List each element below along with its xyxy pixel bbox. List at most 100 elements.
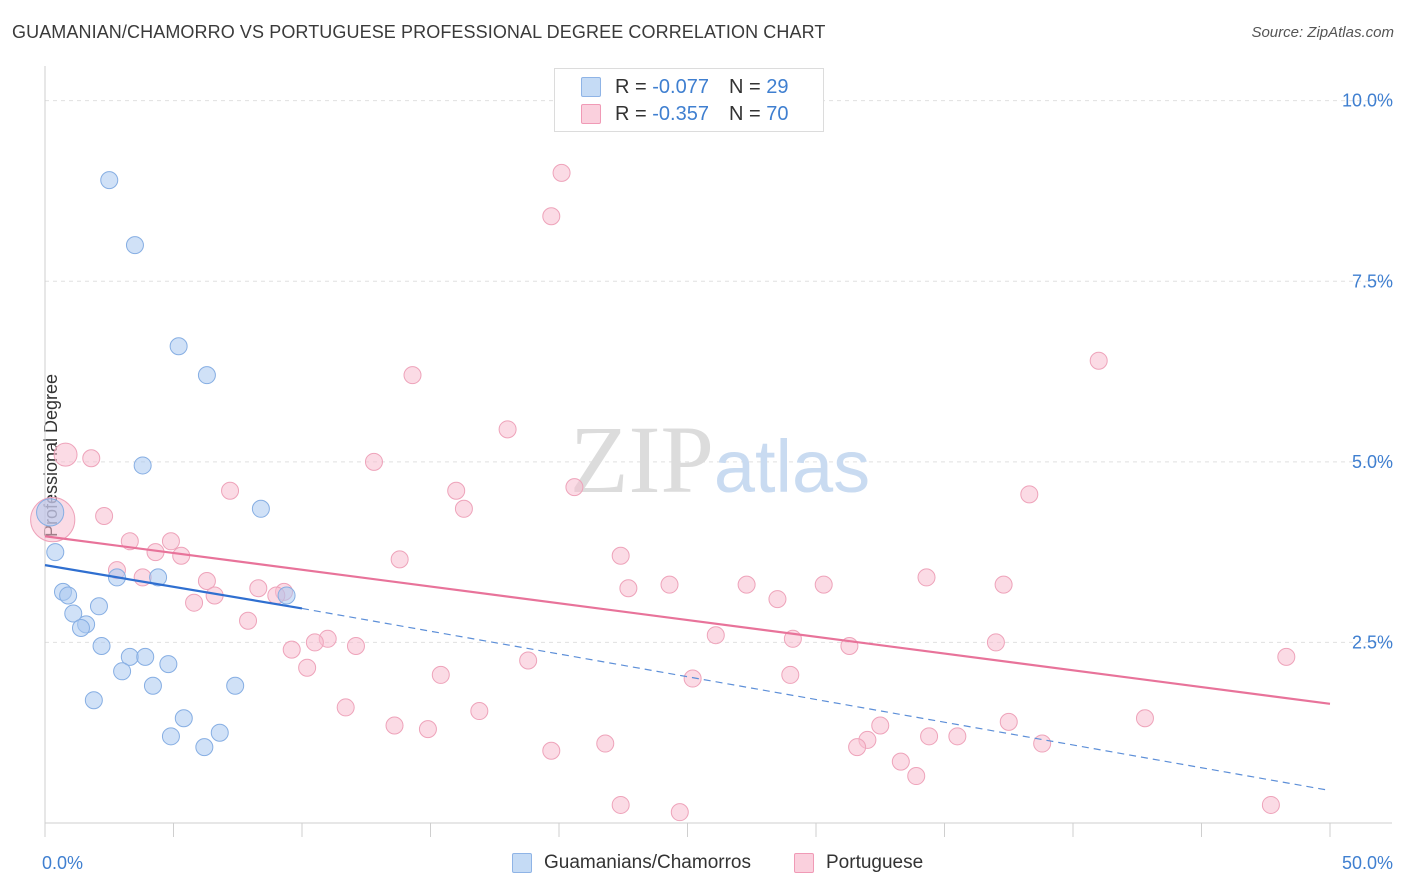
data-point (1033, 734, 1052, 753)
data-point (470, 702, 489, 721)
watermark-zip: ZIP (570, 406, 714, 513)
data-point (282, 640, 301, 659)
data-point (346, 637, 365, 656)
data-point (814, 575, 833, 594)
watermark: ZIPatlas (570, 406, 870, 513)
data-point (143, 676, 162, 695)
trend-line-guamanians-extrapolated (301, 607, 1331, 792)
data-point (251, 499, 270, 518)
data-point (871, 716, 890, 735)
data-point (100, 171, 119, 190)
y-tick-label: 7.5% (1352, 271, 1393, 291)
data-point (1020, 485, 1039, 504)
axes (44, 66, 1392, 837)
data-point (92, 637, 111, 656)
data-point (82, 449, 101, 468)
data-point (999, 712, 1018, 731)
data-point (226, 676, 245, 695)
legend-n-value: 70 (766, 102, 789, 125)
data-point (670, 803, 689, 822)
y-tick-label: 5.0% (1352, 452, 1393, 472)
series-portuguese (30, 163, 1296, 822)
legend-swatch-pink (581, 104, 601, 124)
data-point (1089, 351, 1108, 370)
data-point (1261, 795, 1280, 814)
data-point (565, 478, 584, 497)
data-point (59, 586, 78, 605)
x-tick-label: 50.0% (1342, 853, 1393, 873)
data-point (737, 575, 756, 594)
data-point (660, 575, 679, 594)
y-tick-label: 10.0% (1342, 91, 1393, 111)
data-point (611, 795, 630, 814)
bottom-legend-swatch-blue (512, 853, 532, 873)
data-point (161, 727, 180, 746)
data-point (36, 498, 65, 527)
tick-labels: 2.5% 5.0% 7.5% 10.0% 0.0% 50.0% (42, 91, 1393, 873)
data-point (431, 665, 450, 684)
watermark-atlas: atlas (714, 425, 870, 508)
data-point (277, 586, 296, 605)
data-point (159, 655, 178, 674)
legend-row-guamanians: R = -0.077 N = 29 (581, 75, 788, 99)
data-point (596, 734, 615, 753)
data-point (948, 727, 967, 746)
data-point (336, 698, 355, 717)
data-point (447, 481, 466, 500)
legend-r-label: R = (615, 75, 647, 98)
data-point (197, 366, 216, 385)
data-point (197, 572, 216, 591)
data-point (1277, 647, 1296, 666)
data-point (84, 691, 103, 710)
data-point (986, 633, 1005, 652)
correlation-legend: R = -0.077 N = 29 R = -0.357 N = 70 (554, 68, 824, 132)
x-tick-label: 0.0% (42, 853, 83, 873)
data-point (169, 337, 188, 356)
data-point (133, 456, 152, 475)
data-point (611, 546, 630, 565)
data-point (120, 532, 139, 551)
data-point (768, 590, 787, 609)
data-point (113, 662, 132, 681)
data-point (239, 611, 258, 630)
data-point (305, 633, 324, 652)
data-point (149, 568, 168, 587)
data-point (298, 658, 317, 677)
legend-n-value: 29 (766, 75, 789, 98)
bottom-legend-label: Guamanians/Chamorros (544, 852, 751, 873)
data-point (519, 651, 538, 670)
legend-swatch-blue (581, 77, 601, 97)
trend-line-portuguese (44, 535, 1331, 705)
legend-r-value: -0.357 (652, 102, 709, 125)
legend-n-label: N = (728, 75, 761, 98)
data-point (46, 543, 65, 562)
data-point (1135, 709, 1154, 728)
legend-r-value: -0.077 (652, 75, 709, 98)
data-point (552, 163, 571, 182)
legend-row-portuguese: R = -0.357 N = 70 (581, 102, 788, 126)
data-point (891, 752, 910, 771)
data-point (364, 452, 383, 471)
bottom-legend-portuguese: Portuguese (794, 852, 923, 874)
data-point (403, 366, 422, 385)
data-point (917, 568, 936, 587)
series-guamanians (36, 171, 296, 757)
source-label: Source: ZipAtlas.com (1251, 24, 1394, 41)
data-point (683, 669, 702, 688)
data-point (542, 741, 561, 760)
data-point (185, 593, 204, 612)
data-point (390, 550, 409, 569)
bottom-legend-swatch-pink (794, 853, 814, 873)
data-point (174, 709, 193, 728)
data-point (848, 738, 867, 757)
data-point (920, 727, 939, 746)
data-point (64, 604, 83, 623)
data-point (195, 738, 214, 757)
data-point (221, 481, 240, 500)
data-point (454, 499, 473, 518)
data-point (498, 420, 517, 439)
data-point (210, 723, 229, 742)
data-point (994, 575, 1013, 594)
data-point (907, 767, 926, 786)
